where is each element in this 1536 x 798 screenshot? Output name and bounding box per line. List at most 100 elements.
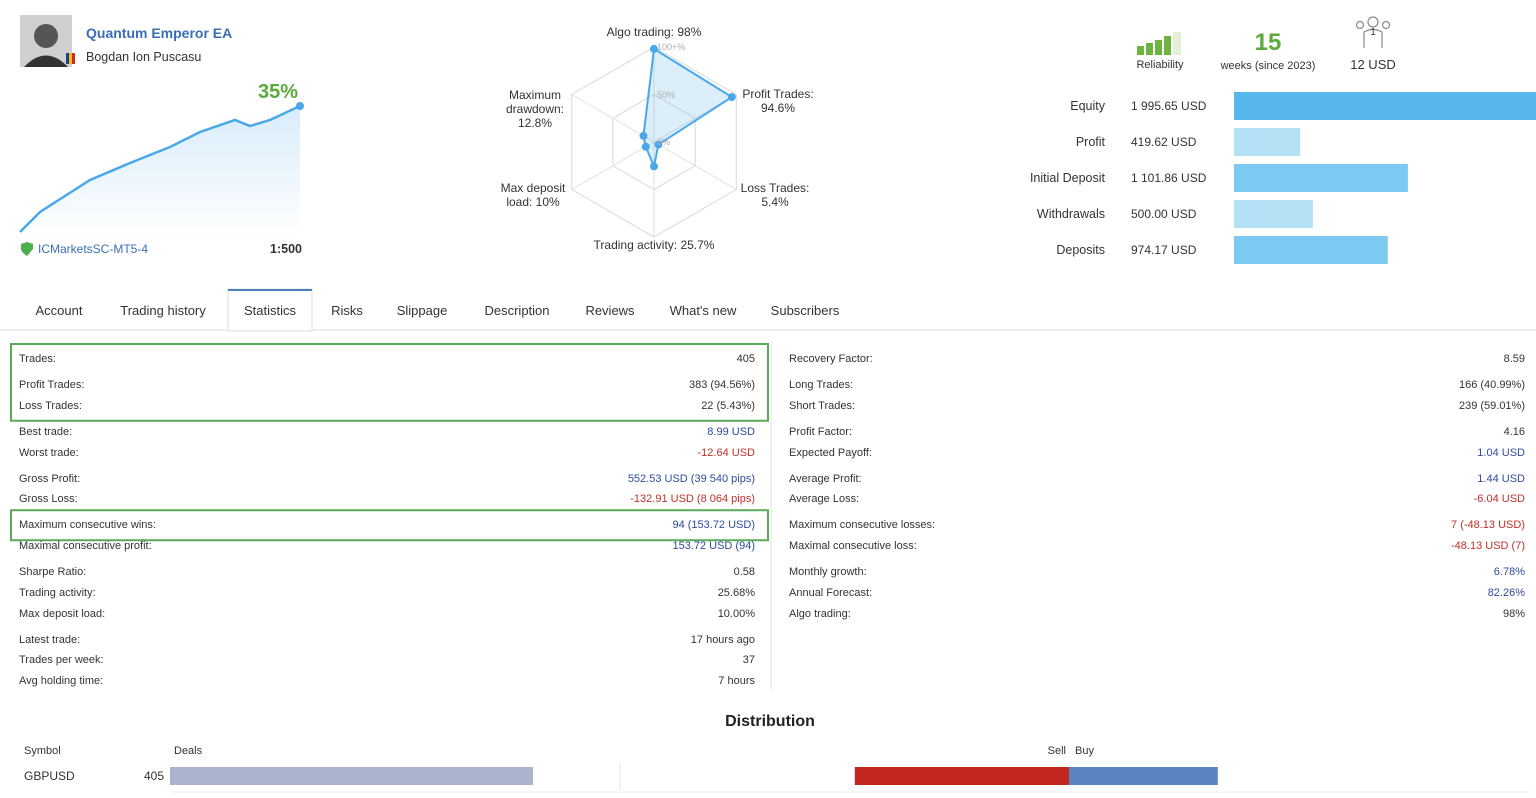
stat-value: 1.44 USD <box>1477 472 1525 485</box>
weeks-label: weeks (since 2023) <box>1220 60 1316 72</box>
radar-point <box>650 44 658 53</box>
balance-value: 974.17 USD <box>1131 243 1197 257</box>
stat-label: Algo trading: <box>789 607 851 620</box>
stat-label: Monthly growth: <box>789 566 867 578</box>
stat-label: Long Trades: <box>789 379 854 391</box>
icon-head <box>1367 16 1379 28</box>
dist-deals: 405 <box>143 769 164 783</box>
stat-label: Maximum consecutive wins: <box>19 519 156 532</box>
radar-label: Algo trading: 98% <box>606 25 702 39</box>
stat-value: 6.78% <box>1493 566 1525 578</box>
dist-symbol: GBPUSD <box>24 769 75 783</box>
stat-value: 0.58 <box>733 566 755 578</box>
dist-col: Symbol <box>24 745 61 757</box>
stat-value: 94 (153.72 USD) <box>672 519 755 532</box>
rel-bar <box>1137 46 1144 55</box>
icon-head <box>1381 20 1391 30</box>
stat-label: Annual Forecast: <box>789 586 873 599</box>
radar-label: Maximum drawdown: 12.8% <box>505 88 565 130</box>
radar-point <box>650 162 658 171</box>
author: Bogdan Ion Puscasu <box>86 50 202 64</box>
stat-value: 153.72 USD (94) <box>672 540 755 552</box>
tab[interactable]: Trading history <box>120 303 206 318</box>
tab[interactable]: Reviews <box>585 303 635 318</box>
balance-bar <box>1234 164 1408 192</box>
stat-label: Trading activity: <box>19 586 96 599</box>
stat-value: 10.00% <box>717 607 755 620</box>
stat-label: Avg holding time: <box>19 675 104 687</box>
stat-label: Average Loss: <box>789 493 860 506</box>
stat-label: Maximal consecutive loss: <box>789 540 917 552</box>
dist-col: Sell <box>1047 745 1066 757</box>
stat-value: 7 hours <box>718 675 755 687</box>
avatar-body <box>24 55 68 67</box>
stat-value: 22 (5.43%) <box>701 399 755 412</box>
tab[interactable]: What's new <box>669 303 737 318</box>
radar-label: Loss Trades: 5.4% <box>740 181 810 209</box>
reliability: Reliability <box>1136 59 1184 71</box>
dist-col: Deals <box>174 745 203 757</box>
dist-col: Buy <box>1075 745 1094 757</box>
balance-bar <box>1234 128 1301 156</box>
stat-label: Sharpe Ratio: <box>19 566 87 578</box>
verified-icon <box>21 242 33 256</box>
rel-bar <box>1173 32 1181 55</box>
stat-label: Profit Factor: <box>789 425 852 438</box>
radar-ring <box>571 46 737 238</box>
growth-area <box>20 106 300 238</box>
ea-name: Quantum Emperor EA <box>86 25 233 41</box>
radar-tick-label: 100+% <box>657 42 686 52</box>
stat-value: 25.68% <box>717 586 755 599</box>
stat-value: 383 (94.56%) <box>688 379 755 391</box>
tab[interactable]: Statistics <box>243 303 297 318</box>
stat-value: 7 (-48.13 USD) <box>1451 519 1525 532</box>
balance-bar <box>1234 92 1536 120</box>
tab[interactable]: Account <box>35 303 83 318</box>
radar-point <box>654 140 663 149</box>
balance-label: Withdrawals <box>1036 207 1105 221</box>
stat-value: 37 <box>742 654 755 667</box>
stat-label: Gross Profit: <box>19 472 81 485</box>
growth-end <box>296 102 304 110</box>
active-tab <box>227 288 313 332</box>
balance-label: Deposits <box>1056 243 1105 257</box>
subscribers-icon <box>1355 16 1391 48</box>
deals-bar <box>170 767 533 785</box>
stat-label: Latest trade: <box>19 633 81 646</box>
tab[interactable]: Subscribers <box>770 303 840 318</box>
stat-value: 239 (59.01%) <box>1458 399 1525 412</box>
balance-label: Equity <box>1070 99 1105 113</box>
broker: ICMarketsSC-MT5-4 <box>38 242 149 256</box>
stat-label: Max deposit load: <box>19 607 106 620</box>
stat-label: Worst trade: <box>19 446 79 459</box>
stat-label: Trades: <box>19 353 56 365</box>
highlight-box <box>10 343 769 422</box>
stat-value: 8.99 USD <box>707 425 755 438</box>
balance-bar <box>1234 236 1388 264</box>
growth-line <box>19 104 301 233</box>
weeks: 15 <box>1254 29 1282 56</box>
growth: 35% <box>257 81 298 103</box>
stat-label: Expected Payoff: <box>789 446 872 459</box>
stat-label: Recovery Factor: <box>789 353 873 365</box>
stat-value: 166 (40.99%) <box>1458 379 1525 391</box>
sell-bar <box>854 767 1069 785</box>
tab[interactable]: Description <box>484 303 550 318</box>
reliability-icon <box>1137 32 1181 55</box>
rel-bar <box>1155 40 1162 55</box>
tab[interactable]: Slippage <box>396 303 448 318</box>
stat-label: Trades per week: <box>19 654 104 667</box>
tab[interactable]: Risks <box>331 303 363 318</box>
stat-label: Maximum consecutive losses: <box>789 519 936 532</box>
stat-value: 82.26% <box>1487 586 1525 599</box>
stat-value: 4.16 <box>1503 425 1525 438</box>
dist-title: Distribution <box>725 713 815 730</box>
stat-value: 1.04 USD <box>1477 446 1525 459</box>
balance-label: Initial Deposit <box>1029 171 1105 185</box>
stat-label: Gross Loss: <box>19 493 78 506</box>
radar-tick-label: 50% <box>657 89 676 100</box>
stat-label: Best trade: <box>19 425 73 438</box>
rel-bar <box>1146 43 1153 55</box>
icon-head <box>1355 20 1365 30</box>
stat-label: Maximal consecutive profit: <box>19 540 152 552</box>
